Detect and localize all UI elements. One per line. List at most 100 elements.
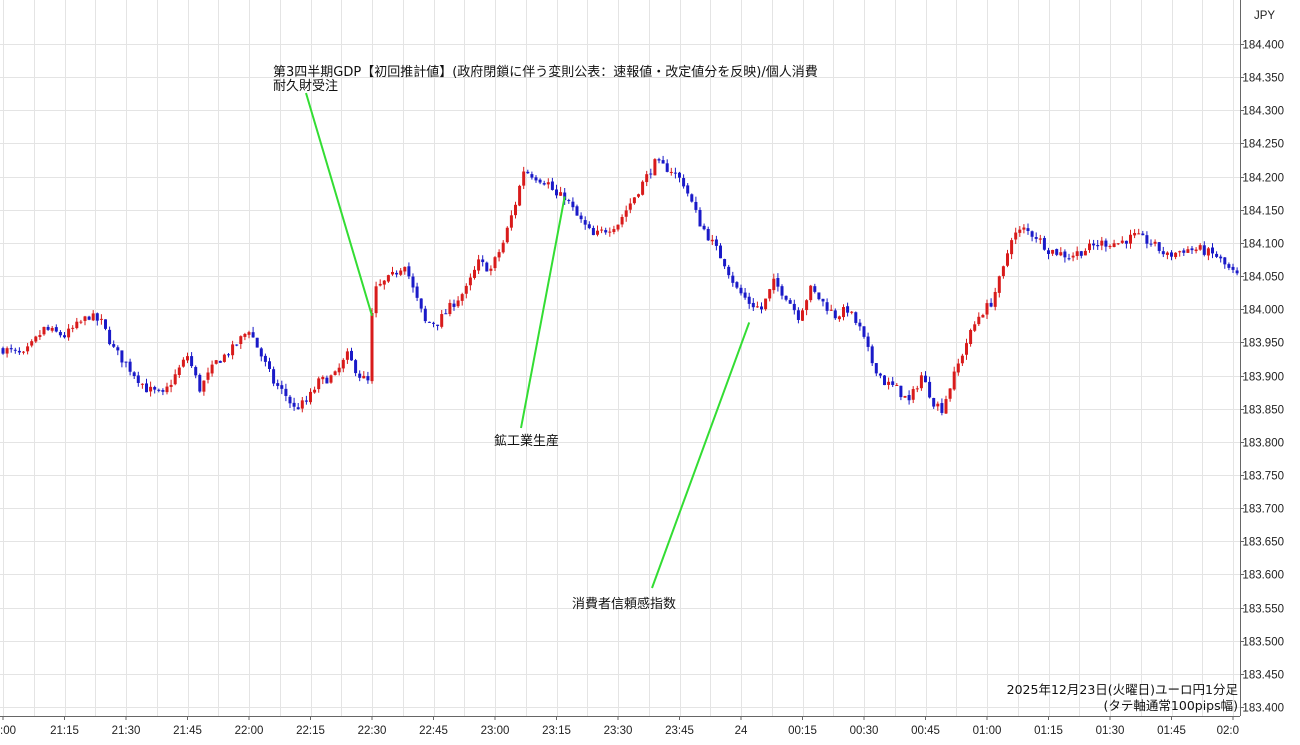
candle-body — [1026, 228, 1030, 232]
candle-body — [690, 194, 694, 202]
candle-body — [1235, 270, 1239, 274]
candle-body — [140, 383, 144, 385]
candle-body — [194, 367, 198, 376]
candle-body — [1071, 255, 1075, 258]
candle-body — [1178, 251, 1182, 253]
candle-body — [444, 313, 448, 315]
y-tick-label: 183.450 — [1242, 670, 1284, 682]
candle-body — [30, 341, 34, 346]
candle-body — [325, 377, 329, 384]
candle-body — [1211, 247, 1214, 254]
candle-body — [427, 321, 431, 323]
y-tick-label: 183.550 — [1242, 604, 1284, 616]
candle-body — [165, 386, 169, 393]
candle-body — [1042, 237, 1046, 250]
candle-body — [218, 360, 222, 363]
candle-body — [673, 172, 677, 174]
candle-body — [878, 373, 882, 376]
candle-body — [587, 224, 591, 229]
annotation-label: 消費者信頼感指数 — [572, 596, 676, 612]
candle-body — [624, 210, 628, 217]
candle-body — [227, 354, 230, 356]
candle-body — [26, 346, 30, 352]
candle-body — [727, 266, 731, 276]
candle-body — [1124, 240, 1128, 244]
candle-body — [575, 206, 579, 216]
candle-body — [235, 344, 239, 346]
candle-body — [895, 384, 899, 386]
candle-body — [956, 363, 960, 373]
candle-body — [694, 201, 698, 210]
candle-body — [333, 371, 337, 375]
x-tick-label: 21:45 — [173, 725, 202, 737]
candle-body — [46, 326, 50, 330]
candle-body — [13, 349, 17, 351]
candle-body — [686, 185, 690, 194]
candle-body — [641, 181, 645, 195]
candle-body — [63, 335, 66, 338]
candle-body — [739, 287, 743, 294]
candle-body — [702, 225, 706, 230]
candle-body — [796, 310, 800, 320]
x-tick-label: 21:30 — [112, 725, 141, 737]
candle-body — [71, 327, 75, 329]
candle-body — [1034, 237, 1038, 239]
candle-body — [899, 385, 903, 398]
candle-body — [161, 390, 165, 392]
annotation-line — [520, 196, 566, 429]
candle-body — [514, 204, 517, 216]
candle-body — [177, 367, 181, 375]
candle-body — [928, 381, 932, 398]
candle-body — [653, 159, 657, 176]
candle-body — [432, 322, 435, 324]
candle-body — [362, 375, 366, 379]
candle-body — [268, 361, 271, 369]
candle-body — [407, 266, 411, 277]
candle-body — [1014, 232, 1018, 240]
candle-body — [805, 300, 809, 311]
candle-body — [489, 268, 493, 271]
candle-body — [874, 363, 878, 374]
x-tick-label: 00:15 — [788, 725, 817, 737]
candle-body — [846, 306, 850, 313]
x-tick-label: 01:15 — [1034, 725, 1063, 737]
currency-label: JPY — [1254, 10, 1275, 22]
candle-body — [960, 355, 964, 364]
candle-body — [251, 332, 255, 338]
candle-body — [940, 403, 944, 413]
candle-body — [423, 308, 427, 322]
candle-body — [243, 333, 247, 337]
candle-body — [755, 306, 759, 308]
candle-body — [555, 189, 558, 196]
candle-body — [1120, 240, 1124, 243]
candle-body — [842, 307, 845, 318]
candle-body — [468, 277, 472, 286]
candle-body — [354, 360, 358, 374]
candle-body — [608, 231, 612, 233]
candle-body — [300, 400, 304, 409]
candle-body — [1063, 251, 1067, 258]
candle-body — [1157, 242, 1161, 251]
candle-body — [5, 348, 9, 354]
y-tick-label: 184.150 — [1242, 206, 1284, 218]
grid-lines — [0, 0, 1240, 716]
y-tick-label: 183.850 — [1242, 405, 1284, 417]
candle-body — [358, 373, 362, 378]
candle-body — [743, 292, 747, 298]
x-tick-label: 00:45 — [911, 725, 940, 737]
candle-body — [42, 326, 46, 335]
candle-body — [1001, 266, 1005, 277]
candle-body — [571, 201, 575, 208]
candle-body — [657, 159, 661, 161]
candle-body — [698, 209, 702, 227]
candle-body — [276, 383, 280, 386]
candle-body — [255, 337, 259, 348]
candle-body — [751, 302, 755, 308]
x-tick-label: 23:45 — [665, 725, 694, 737]
candle-body — [202, 380, 206, 392]
candle-body — [460, 294, 464, 301]
candle-body — [932, 398, 936, 407]
candle-body — [911, 389, 915, 400]
candle-body — [1145, 235, 1149, 244]
candle-body — [948, 388, 952, 399]
